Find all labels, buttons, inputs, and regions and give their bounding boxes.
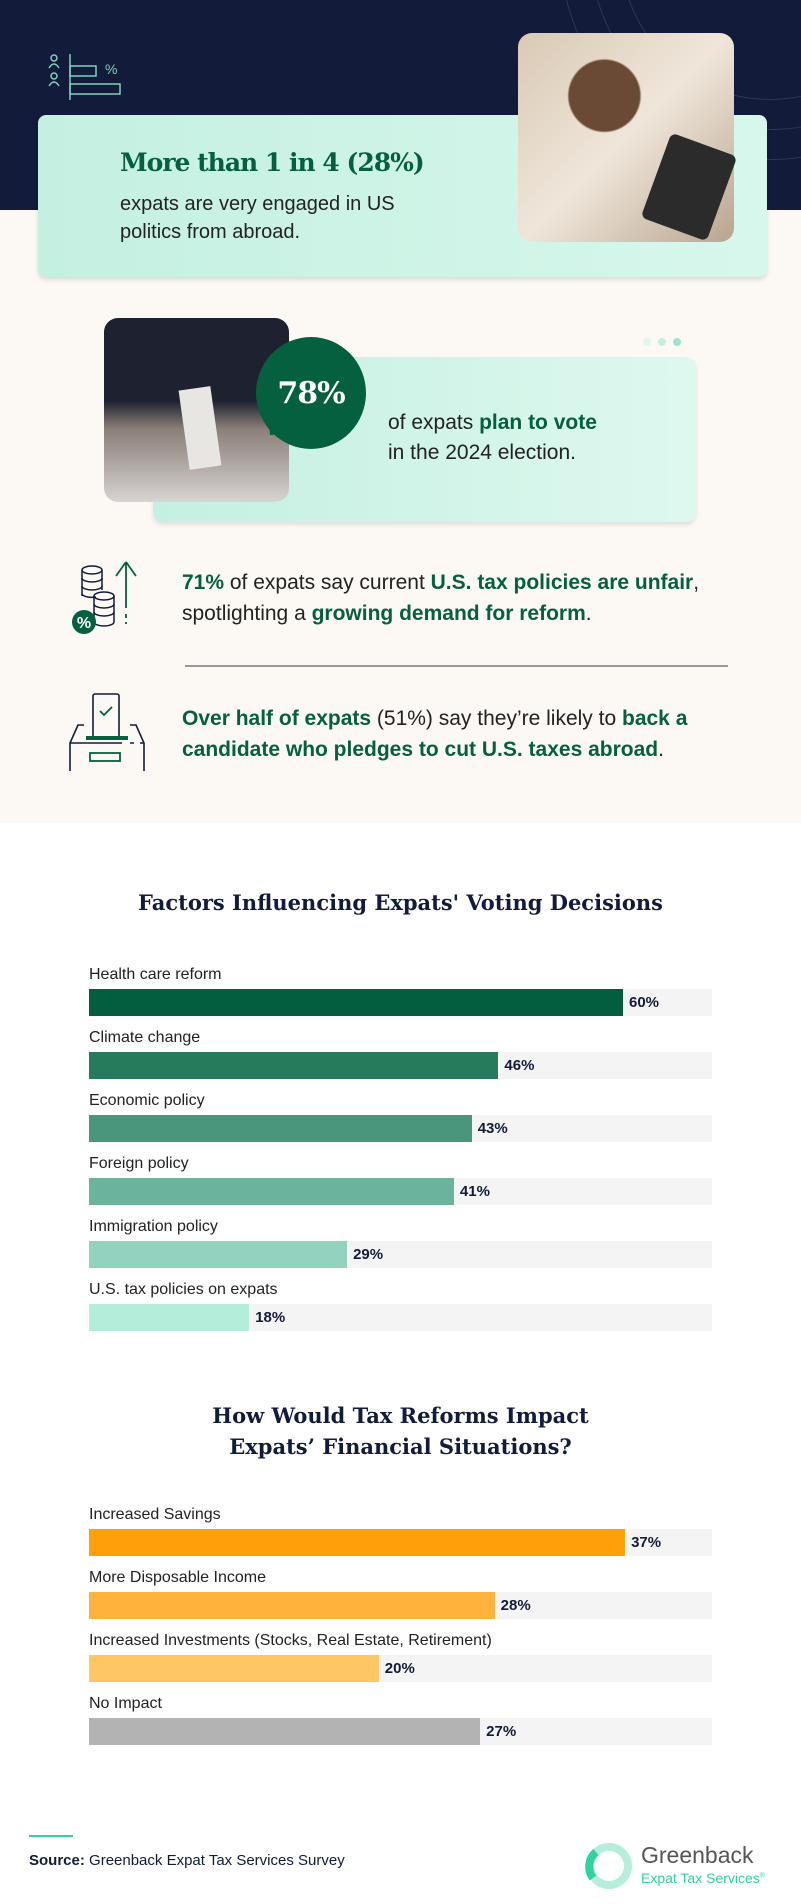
bar-track: 41% bbox=[89, 1178, 712, 1205]
bar-label: Economic policy bbox=[89, 1092, 205, 1109]
bar-value-label: 37% bbox=[631, 1534, 662, 1551]
bar-track: 29% bbox=[89, 1241, 712, 1268]
bar-label: More Disposable Income bbox=[89, 1569, 266, 1586]
tax-reform-impact-chart: Increased Savings 37% More Disposable Inco… bbox=[0, 1502, 801, 1762]
bar bbox=[89, 1655, 379, 1682]
source-accent-line bbox=[29, 1835, 73, 1837]
bar bbox=[89, 1115, 472, 1142]
bar bbox=[89, 1178, 454, 1205]
woman-with-tablet-photo bbox=[518, 33, 738, 242]
bar bbox=[89, 1718, 481, 1745]
bar-label: Climate change bbox=[89, 1029, 201, 1046]
bar-label: Immigration policy bbox=[89, 1218, 218, 1235]
bar bbox=[89, 1241, 348, 1268]
bar-value-label: 27% bbox=[486, 1723, 517, 1740]
candidate-stat: Over half of expats (51%) say they’re li… bbox=[182, 707, 688, 761]
bar-value-label: 18% bbox=[255, 1309, 286, 1326]
greenback-logo-mark bbox=[585, 1843, 632, 1889]
bar-track: 27% bbox=[89, 1718, 712, 1745]
bar bbox=[89, 1052, 499, 1079]
svg-text:%: % bbox=[105, 61, 117, 77]
bar-label: Increased Investments (Stocks, Real Esta… bbox=[89, 1632, 492, 1649]
bar-value-label: 60% bbox=[629, 994, 660, 1011]
bar-track: 28% bbox=[89, 1592, 712, 1619]
decor-dot bbox=[658, 338, 666, 346]
bar-label: Foreign policy bbox=[89, 1155, 189, 1172]
people-bar-chart-percent-icon: % bbox=[48, 54, 121, 100]
chart1-title: Factors Influencing Expats' Voting Decis… bbox=[138, 890, 663, 915]
bar bbox=[89, 1592, 495, 1619]
bar-value-label: 29% bbox=[353, 1246, 384, 1263]
tax-unfair-stat: 71% of expats say current U.S. tax polic… bbox=[182, 571, 700, 625]
bar-value-label: 28% bbox=[500, 1597, 531, 1614]
source-note: Source: Greenback Expat Tax Services Sur… bbox=[29, 1852, 345, 1869]
bar-track: 46% bbox=[89, 1052, 712, 1079]
voting-factors-chart: Health care reform 60% Climate change 46% Ec… bbox=[0, 962, 801, 1342]
bar-track: 18% bbox=[89, 1304, 712, 1331]
svg-text:%: % bbox=[77, 615, 91, 632]
chart2-title: How Would Tax Reforms Impact Expats’ Fin… bbox=[212, 1403, 589, 1459]
engagement-text: expats are very engaged in US politics f… bbox=[120, 193, 395, 243]
bar bbox=[89, 1304, 250, 1331]
coins-percent-arrow-icon: % bbox=[72, 561, 137, 634]
engagement-headline: More than 1 in 4 (28%) bbox=[120, 148, 425, 177]
vote-stat-bubble: 78% bbox=[256, 337, 366, 449]
greenback-logo: Greenback Expat Tax Services® bbox=[585, 1840, 765, 1890]
bar-value-label: 43% bbox=[477, 1120, 508, 1137]
vote-text: of expats plan to vote in the 2024 elect… bbox=[388, 411, 597, 464]
bar-track: 20% bbox=[89, 1655, 712, 1682]
divider bbox=[185, 665, 728, 667]
bar-label: U.S. tax policies on expats bbox=[89, 1281, 278, 1298]
decor-dot bbox=[673, 338, 681, 346]
bar-label: Health care reform bbox=[89, 966, 222, 983]
bar-value-label: 41% bbox=[459, 1183, 490, 1200]
decor-dot bbox=[643, 338, 651, 346]
bar-label: Increased Savings bbox=[89, 1506, 221, 1523]
bar-track: 43% bbox=[89, 1115, 712, 1142]
bar-track: 37% bbox=[89, 1529, 712, 1556]
bar-label: No Impact bbox=[89, 1695, 162, 1712]
bar-value-label: 46% bbox=[504, 1057, 535, 1074]
bar bbox=[89, 989, 623, 1016]
ballot-box-icon bbox=[69, 693, 145, 771]
bar-track: 60% bbox=[89, 989, 712, 1016]
bar bbox=[89, 1529, 626, 1556]
bar-value-label: 20% bbox=[384, 1660, 415, 1677]
